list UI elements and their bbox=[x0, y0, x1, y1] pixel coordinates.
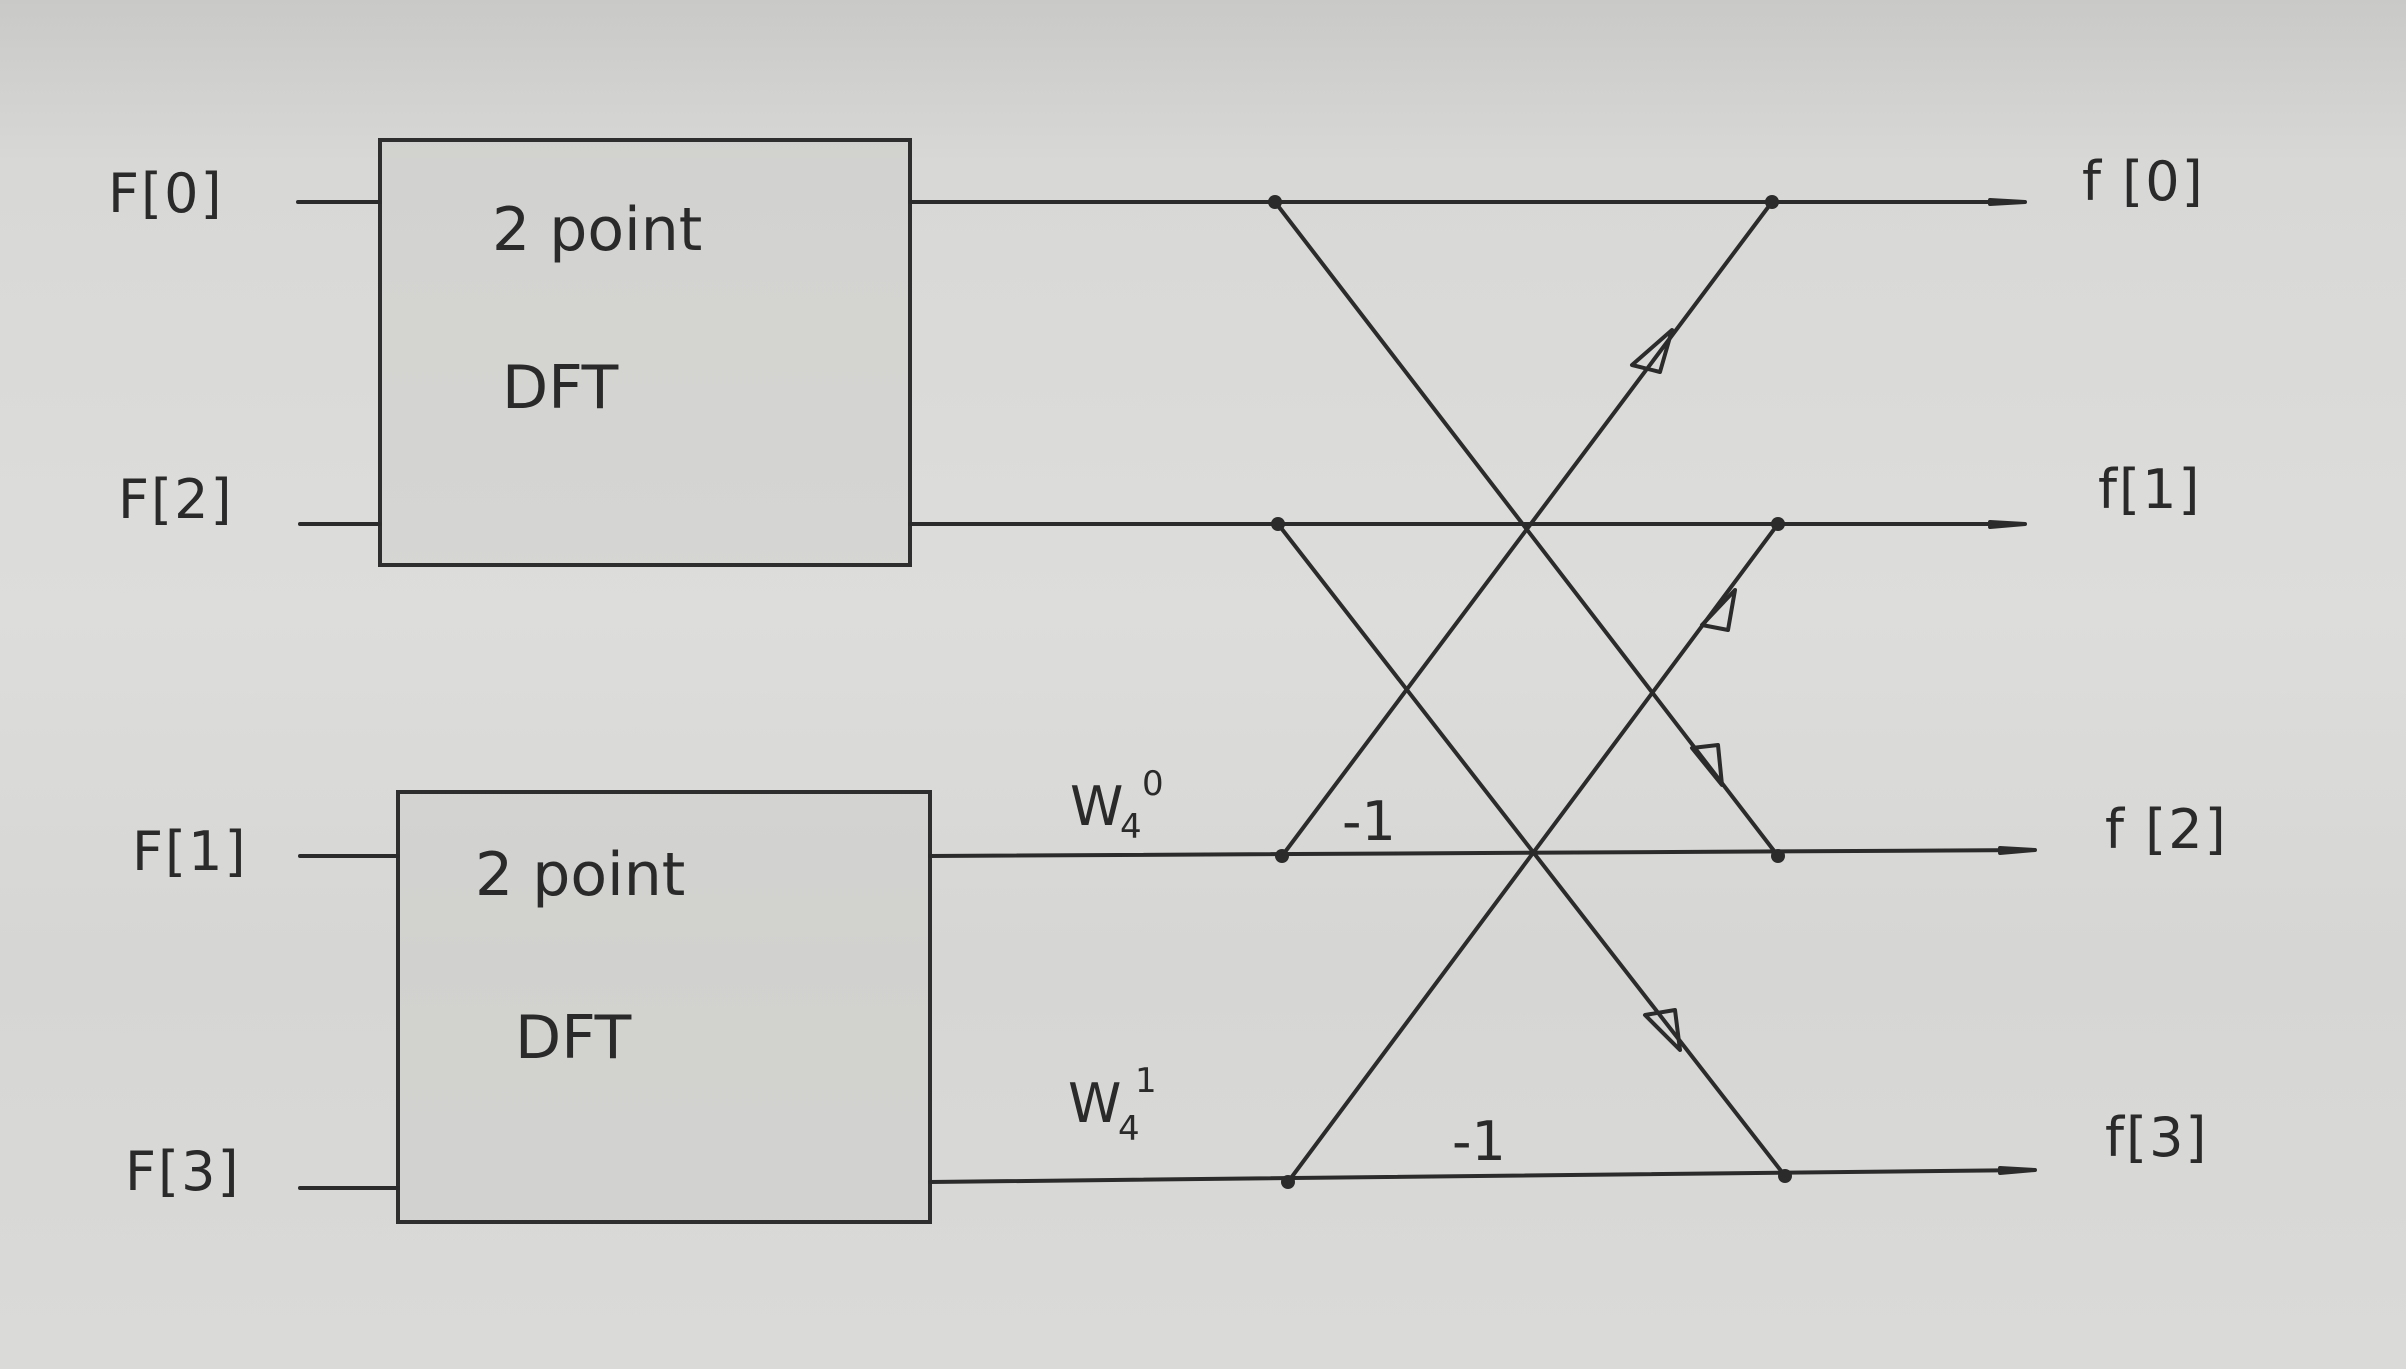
twiddle-1-sup: 1 bbox=[1135, 1061, 1157, 1101]
output-arrow-0 bbox=[1988, 198, 2026, 206]
multiplier-neg1-bottom: -1 bbox=[1452, 1110, 1506, 1173]
output-label-f1: f[1] bbox=[2098, 458, 2202, 521]
twiddle-1-sub: 4 bbox=[1118, 1109, 1140, 1149]
input-label-f1: F[1] bbox=[132, 820, 248, 883]
butterfly-diagonal-1-0 bbox=[1280, 200, 1774, 858]
output-line-2 bbox=[928, 848, 2037, 858]
dft-top-line1: 2 point bbox=[492, 195, 702, 265]
multiplier-neg1-top: -1 bbox=[1342, 790, 1396, 853]
arrowhead-up-0 bbox=[1630, 328, 1674, 374]
arrowhead-up-1 bbox=[1700, 588, 1737, 632]
twiddle-0-sub: 4 bbox=[1120, 807, 1142, 847]
input-label-f2: F[2] bbox=[118, 468, 234, 531]
dft-bottom-line1: 2 point bbox=[475, 840, 685, 910]
output-label-f2: f [2] bbox=[2105, 798, 2228, 861]
twiddle-1-base: W bbox=[1068, 1072, 1121, 1135]
dft-bottom-line2: DFT bbox=[515, 1003, 632, 1073]
dft-block-bottom bbox=[396, 790, 932, 1224]
output-line-3 bbox=[928, 1168, 2037, 1184]
dft-block-top bbox=[378, 138, 912, 567]
twiddle-0-sup: 0 bbox=[1142, 764, 1164, 804]
arrowhead-down-2 bbox=[1690, 743, 1724, 787]
input-label-f0: F[0] bbox=[108, 162, 224, 225]
input-label-f3: F[3] bbox=[125, 1140, 241, 1203]
twiddle-w4-1: W 4 1 bbox=[1068, 1061, 1157, 1149]
node-left-0 bbox=[1268, 195, 1282, 209]
output-label-f3: f[3] bbox=[2105, 1106, 2209, 1169]
node-left-1 bbox=[1271, 517, 1285, 531]
butterfly-diagonal-2-3 bbox=[1276, 522, 1787, 1178]
node-left-3 bbox=[1281, 1175, 1295, 1189]
twiddle-w4-0: W 4 0 bbox=[1070, 764, 1164, 847]
node-left-2 bbox=[1275, 849, 1289, 863]
butterfly-diagonal-3-1 bbox=[1286, 522, 1780, 1184]
node-right-1 bbox=[1771, 517, 1785, 531]
dft-top-line2: DFT bbox=[502, 353, 619, 423]
node-right-2 bbox=[1771, 849, 1785, 863]
output-arrow-2 bbox=[1998, 846, 2036, 855]
twiddle-0-base: W bbox=[1070, 775, 1123, 838]
output-arrow-3 bbox=[1998, 1166, 2036, 1175]
node-right-3 bbox=[1778, 1169, 1792, 1183]
output-arrow-1 bbox=[1988, 520, 2026, 529]
output-label-f0: f [0] bbox=[2082, 150, 2205, 213]
arrowhead-down-3 bbox=[1643, 1008, 1682, 1052]
node-right-0 bbox=[1765, 195, 1779, 209]
